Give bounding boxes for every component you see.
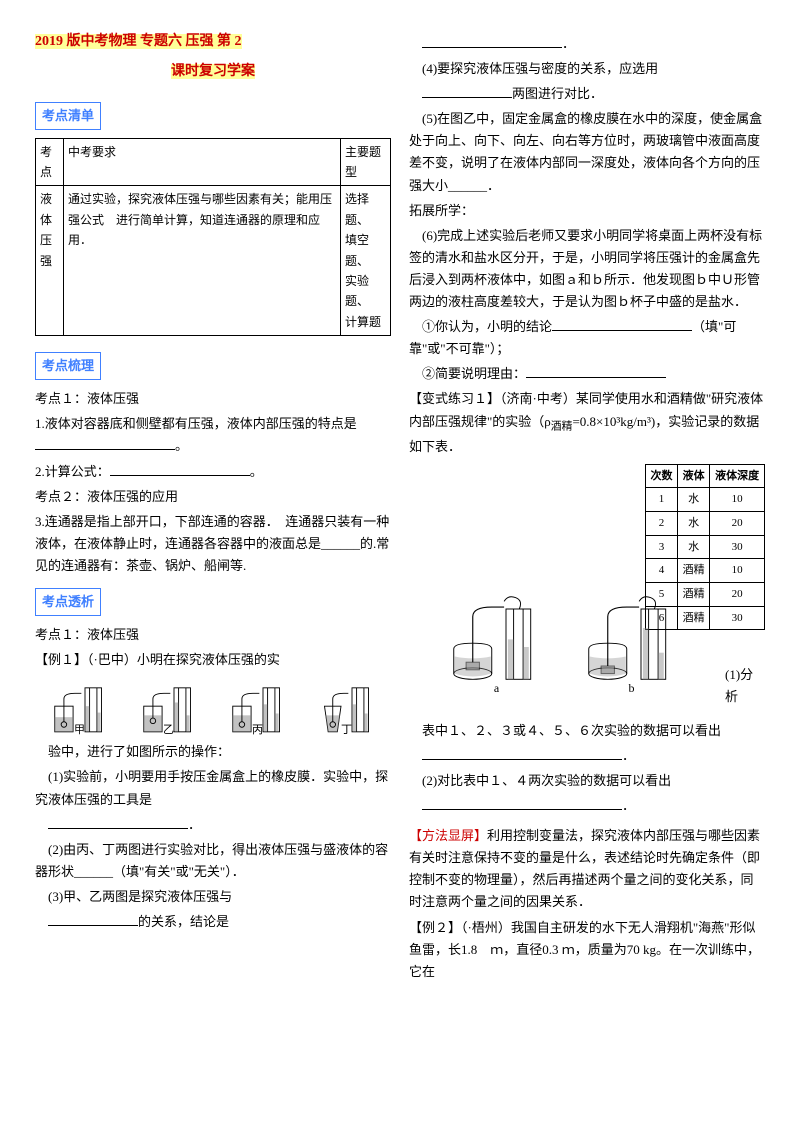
section-tag-3: 考点透析 (35, 588, 101, 616)
apparatus-a: a (449, 590, 544, 685)
section-tag-1: 考点清单 (35, 102, 101, 130)
doc-title: 2019 版中考物理 专题六 压强 第 2 (35, 30, 391, 54)
ex1-q3: (3)甲、乙两图是探究液体压强与 (35, 886, 391, 908)
title-num: 2 (235, 34, 242, 49)
method-tag: 【方法显屏】 (409, 828, 487, 843)
method-block: 【方法显屏】利用控制变量法，探究液体内部压强与哪些因素有关时注意保持不变的量是什… (409, 825, 765, 913)
ext-label: 拓展所学： (409, 200, 765, 222)
kp2-3: 3.连通器是指上部开口，下部连通的容器． 连通器只装有一种液体，在液体静止时，连… (35, 511, 391, 577)
var1-q2: (2)对比表中１、４两次实验的数据可以看出 (409, 770, 765, 792)
apparatus-yi: 乙 (141, 679, 196, 737)
apparatus-bing: 丙 (230, 679, 285, 737)
apparatus-ding: 丁 (319, 679, 374, 737)
td-2: 通过实验，探究液体压强与哪些因素有关；能用压强公式 进行简单计算，知道连通器的原… (64, 186, 341, 336)
doc-subtitle: 课时复习学案 (35, 60, 391, 84)
title-text: 版中考物理 专题六 压强 第 (63, 34, 235, 49)
kp1-title: 考点１：液体压强 (35, 388, 391, 410)
td-3: 选择题、 填空题、 实验题、 计算题 (341, 186, 391, 336)
th-3: 主要题型 (341, 138, 391, 186)
apparatus-b: b (584, 590, 679, 685)
var1-q1: 表中１、２、３或４、５、６次实验的数据可以看出 (409, 720, 765, 742)
ex1-head: 考点１：液体压强 (35, 624, 391, 646)
kp2-title: 考点２：液体压强的应用 (35, 486, 391, 508)
ex1-p1: 验中，进行了如图所示的操作： (35, 741, 391, 763)
title-year: 2019 (35, 34, 63, 49)
data-section: 次数液体液体深度 1水10 2水20 3水30 4酒精10 5酒精20 6酒精3… (409, 464, 765, 584)
var1-title: 【变式练习１】（济南·中考）某同学使用水和酒精做"研究液体内部压强规律"的实验（… (409, 388, 765, 457)
ex1-q2: (2)由丙、丁两图进行实验对比，得出液体压强与盛液体的容器形状______（填"… (35, 839, 391, 883)
th-2: 中考要求 (64, 138, 341, 186)
q6-1: ①你认为，小明的结论（填"可靠"或"不可靠"）； (409, 316, 765, 360)
experiment-figure-row: 甲 乙 丙 丁 (35, 675, 391, 737)
ab-figure: a b (409, 590, 719, 685)
th-1: 考点 (36, 138, 64, 186)
q5: (5)在图乙中，固定金属盒的橡皮膜在水中的深度，使金属盒处于向上、向下、向左、向… (409, 108, 765, 196)
requirement-table: 考点 中考要求 主要题型 液体压强 通过实验，探究液体压强与哪些因素有关；能用压… (35, 138, 391, 337)
section-tag-2: 考点梳理 (35, 352, 101, 380)
ex1-title: 【例１】（·巴中）小明在探究液体压强的实 (35, 649, 391, 671)
ex2-title: 【例２】（·梧州）我国自主研发的水下无人滑翔机"海燕"形似鱼雷，长1.8 ｍ，直… (409, 917, 765, 983)
kp1-2: 2.计算公式：。 (35, 461, 391, 483)
q4: (4)要探究液体压强与密度的关系，应选用 (409, 58, 765, 80)
apparatus-jia: 甲 (52, 679, 107, 737)
kp1-1: 1.液体对容器底和侧壁都有压强，液体内部压强的特点是。 (35, 413, 391, 457)
td-1: 液体压强 (36, 186, 64, 336)
q6: (6)完成上述实验后老师又要求小明同学将桌面上两杯没有标签的清水和盐水区分开，于… (409, 225, 765, 313)
ex1-q1: (1)实验前，小明要用手按压金属盒上的橡皮膜．实验中，探究液体压强的工具是 (35, 766, 391, 810)
q6-2: ②简要说明理由： (409, 363, 765, 385)
